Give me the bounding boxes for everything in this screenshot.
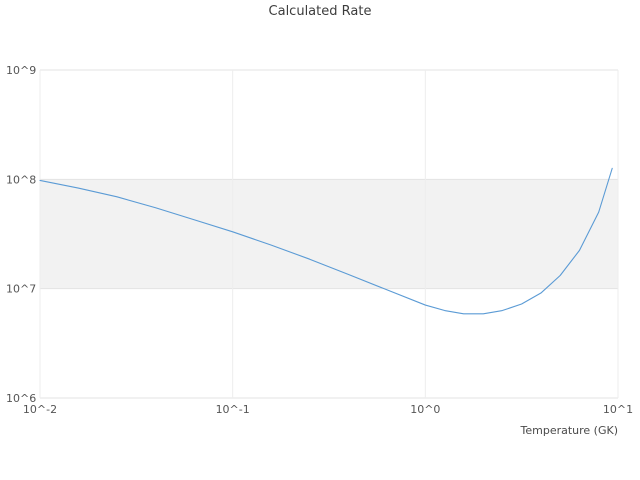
x-tick-label: 10^1	[603, 403, 633, 416]
x-tick-label: 10^0	[410, 403, 440, 416]
y-tick-label: 10^9	[6, 64, 36, 77]
y-tick-label: 10^6	[6, 392, 36, 405]
y-tick-label: 10^8	[6, 173, 36, 186]
chart-title: Calculated Rate	[268, 4, 372, 19]
calculated-rate-line	[39, 167, 613, 315]
x-axis-label: Temperature (GK)	[520, 424, 619, 437]
highlight-band	[40, 179, 618, 289]
x-tick-label: 10^-1	[216, 403, 250, 416]
x-tick-label: 10^-2	[23, 403, 57, 416]
y-tick-label: 10^7	[6, 283, 36, 296]
